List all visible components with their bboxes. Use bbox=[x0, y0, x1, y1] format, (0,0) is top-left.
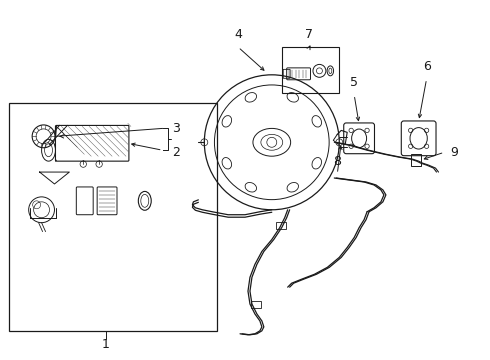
Text: 6: 6 bbox=[423, 60, 431, 73]
Text: 3: 3 bbox=[172, 122, 180, 135]
Text: 9: 9 bbox=[450, 146, 458, 159]
Bar bbox=[276, 222, 286, 229]
Bar bbox=[9, 103, 217, 331]
Bar bbox=[282, 47, 339, 93]
Text: 5: 5 bbox=[350, 76, 358, 89]
Text: 2: 2 bbox=[172, 146, 180, 159]
Bar bbox=[411, 154, 420, 166]
Text: 7: 7 bbox=[305, 28, 314, 41]
Text: 8: 8 bbox=[333, 155, 341, 168]
Text: 4: 4 bbox=[234, 28, 242, 41]
Bar bbox=[251, 301, 261, 308]
Text: 1: 1 bbox=[102, 338, 110, 351]
